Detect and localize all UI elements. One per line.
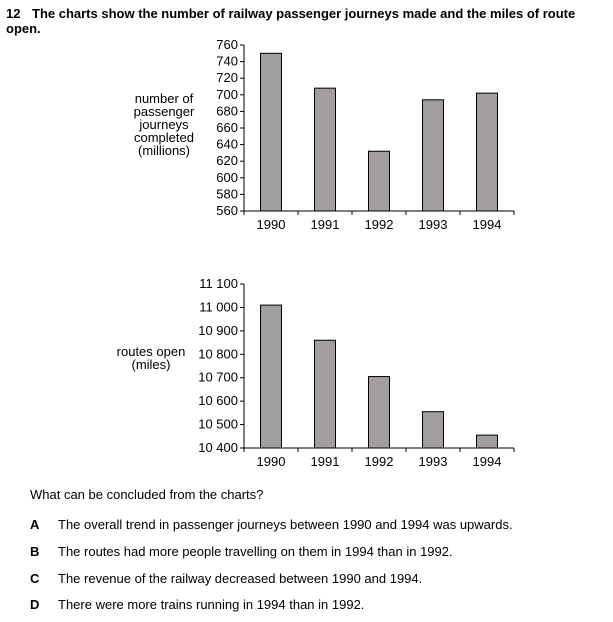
bar-1992 bbox=[368, 376, 390, 449]
question-text: The charts show the number of railway pa… bbox=[6, 6, 576, 36]
question-number: 12 bbox=[6, 6, 21, 21]
chart1-y-axis-label: number of passenger journeys completed (… bbox=[126, 92, 202, 157]
y-tick-label: 10 900 bbox=[198, 323, 238, 338]
y-tick-label: 640 bbox=[216, 137, 238, 152]
bar-1990 bbox=[260, 304, 282, 449]
y-tick-label: 10 800 bbox=[198, 346, 238, 361]
chart2-ylabel-line: routes open bbox=[116, 344, 186, 359]
x-tick-label: 1994 bbox=[473, 454, 502, 469]
chart1-ylabel-line: number of bbox=[134, 91, 194, 106]
option-letter: B bbox=[30, 544, 40, 559]
y-tick-label: 10 600 bbox=[198, 393, 238, 408]
y-tick-label: 720 bbox=[216, 70, 238, 85]
bar-1990 bbox=[260, 52, 282, 212]
bar-1994 bbox=[476, 434, 498, 449]
option-letter: C bbox=[30, 571, 40, 586]
x-tick-label: 1991 bbox=[311, 454, 340, 469]
y-tick-label: 600 bbox=[216, 170, 238, 185]
question-prompt: What can be concluded from the charts? bbox=[30, 487, 264, 502]
x-tick-label: 1994 bbox=[473, 217, 502, 232]
y-tick-label: 560 bbox=[216, 203, 238, 218]
x-tick-label: 1992 bbox=[365, 217, 394, 232]
option-d[interactable]: D There were more trains running in 1994 … bbox=[30, 597, 364, 612]
y-tick-label: 760 bbox=[216, 37, 238, 52]
x-tick-label: 1990 bbox=[257, 454, 286, 469]
y-tick-label: 740 bbox=[216, 54, 238, 69]
option-text: The revenue of the railway decreased bet… bbox=[58, 571, 423, 586]
y-tick-label: 10 700 bbox=[198, 370, 238, 385]
option-b[interactable]: B The routes had more people travelling o… bbox=[30, 544, 453, 559]
y-tick-label: 11 000 bbox=[199, 299, 238, 314]
y-tick-label: 700 bbox=[216, 87, 238, 102]
x-tick-label: 1991 bbox=[311, 217, 340, 232]
chart1-ylabel-line: journeys bbox=[139, 117, 189, 132]
option-text: The routes had more people travelling on… bbox=[58, 544, 453, 559]
x-tick-label: 1993 bbox=[419, 454, 448, 469]
x-tick-label: 1993 bbox=[419, 217, 448, 232]
option-text: There were more trains running in 1994 t… bbox=[58, 597, 365, 612]
x-tick-label: 1990 bbox=[257, 217, 286, 232]
option-c[interactable]: C The revenue of the railway decreased be… bbox=[30, 571, 422, 586]
y-tick-label: 680 bbox=[216, 103, 238, 118]
chart2-y-axis-label: routes open (miles) bbox=[110, 345, 192, 371]
chart1-ylabel-line: passenger bbox=[133, 104, 195, 119]
y-tick-label: 660 bbox=[216, 120, 238, 135]
y-tick-label: 580 bbox=[216, 186, 238, 201]
chart2-ylabel-line: (miles) bbox=[131, 357, 171, 372]
x-tick-label: 1992 bbox=[365, 454, 394, 469]
chart1-ylabel-line: (millions) bbox=[138, 143, 190, 158]
option-letter: A bbox=[30, 517, 40, 532]
bar-1994 bbox=[476, 92, 498, 212]
bar-1991 bbox=[314, 339, 336, 449]
option-text: The overall trend in passenger journeys … bbox=[58, 517, 513, 532]
chart-routes-open: 10 400 10 500 10 600 10 700 10 800 10 900 11 0… bbox=[198, 276, 515, 469]
bar-1991 bbox=[314, 87, 336, 212]
option-letter: D bbox=[30, 597, 40, 612]
y-tick-label: 10 500 bbox=[198, 417, 238, 432]
bar-1993 bbox=[422, 411, 444, 449]
option-a[interactable]: A The overall trend in passenger journeys… bbox=[30, 517, 513, 532]
bar-1993 bbox=[422, 99, 444, 212]
question-header: 12 The charts show the number of railway … bbox=[6, 6, 613, 36]
chart1-ylabel-line: completed bbox=[134, 130, 194, 145]
y-tick-label: 11 100 bbox=[199, 276, 238, 291]
y-tick-label: 10 400 bbox=[198, 440, 238, 455]
bar-1992 bbox=[368, 150, 390, 212]
y-tick-label: 620 bbox=[216, 153, 238, 168]
